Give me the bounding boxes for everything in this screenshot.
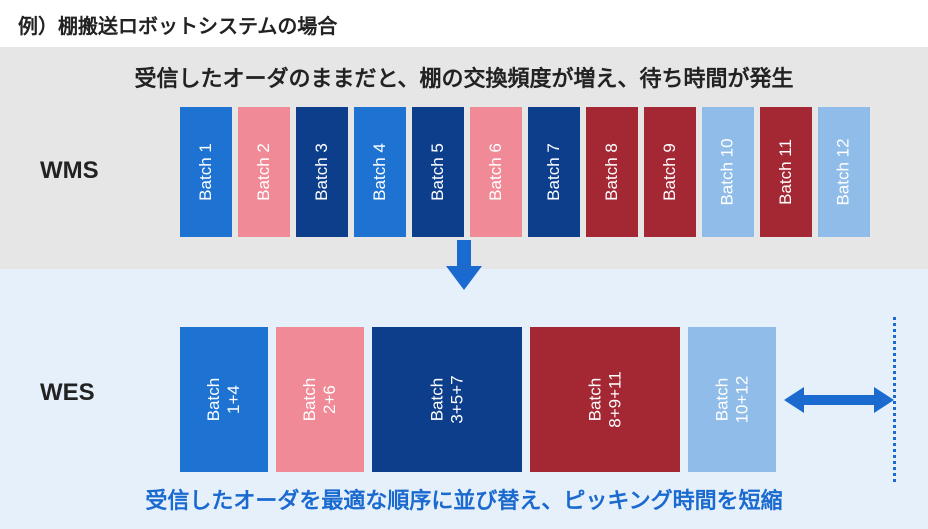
wms-bar: Batch 2 [238,107,290,237]
wes-bar: Batch2+6 [276,327,364,472]
wes-headline: 受信したオーダを最適な順序に並び替え、ピッキング時間を短縮 [0,483,928,515]
wes-bar-label-1: Batch [712,376,732,424]
wms-bar-label: Batch 2 [254,143,274,201]
page-title: 例）棚搬送ロボットシステムの場合 [0,0,928,47]
wms-bar-label: Batch 9 [660,143,680,201]
arrow-horizontal-icon [784,385,894,415]
wes-bar-label-2: 3+5+7 [447,375,467,423]
wms-bar: Batch 9 [644,107,696,237]
wms-bar-label: Batch 5 [428,143,448,201]
wms-bar: Batch 7 [528,107,580,237]
wes-bar-label-1: Batch [300,378,320,421]
wms-label: WMS [40,157,99,185]
wes-bar-label-2: 1+4 [224,378,244,421]
wms-bar-label: Batch 3 [312,143,332,201]
wms-bar: Batch 12 [818,107,870,237]
wms-bar-label: Batch 11 [776,139,796,205]
wms-bar: Batch 1 [180,107,232,237]
wes-label: WES [40,379,95,407]
wes-bar: Batch3+5+7 [372,327,522,472]
wms-bar: Batch 3 [296,107,348,237]
wes-bar-label-1: Batch [427,375,447,423]
wms-bar: Batch 5 [412,107,464,237]
wms-headline: 受信したオーダのままだと、棚の交換頻度が増え、待ち時間が発生 [0,47,928,93]
wes-bar-label-1: Batch [585,371,605,427]
wes-bars: Batch1+4Batch2+6Batch3+5+7Batch8+9+11Bat… [180,327,894,472]
wes-section: WES Batch1+4Batch2+6Batch3+5+7Batch8+9+1… [0,269,928,529]
wms-bar-label: Batch 4 [370,143,390,201]
wms-bars: Batch 1 Batch 2 Batch 3 Batch 4 Batch 5 Batch… [180,107,870,237]
wes-bar: Batch10+12 [688,327,776,472]
wms-bar-label: Batch 8 [602,143,622,201]
wms-section: 受信したオーダのままだと、棚の交換頻度が増え、待ち時間が発生 WMS Batch… [0,47,928,269]
wes-bar-label-2: 10+12 [732,376,752,424]
wms-bar: Batch 6 [470,107,522,237]
wms-bar-label: Batch 1 [196,143,216,201]
wms-bar: Batch 11 [760,107,812,237]
wes-bar-label-2: 2+6 [320,378,340,421]
wms-bar-label: Batch 12 [834,138,854,205]
wes-bar: Batch8+9+11 [530,327,680,472]
wms-bar-label: Batch 10 [718,138,738,205]
wes-bar: Batch1+4 [180,327,268,472]
wes-bar-label-2: 8+9+11 [605,371,625,427]
arrow-down-icon [444,240,484,297]
dashed-line [893,317,896,482]
wms-bar-label: Batch 6 [486,143,506,201]
wms-bar: Batch 4 [354,107,406,237]
wms-bar-label: Batch 7 [544,143,564,201]
wms-bar: Batch 8 [586,107,638,237]
wms-bar: Batch 10 [702,107,754,237]
wes-bar-label-1: Batch [204,378,224,421]
